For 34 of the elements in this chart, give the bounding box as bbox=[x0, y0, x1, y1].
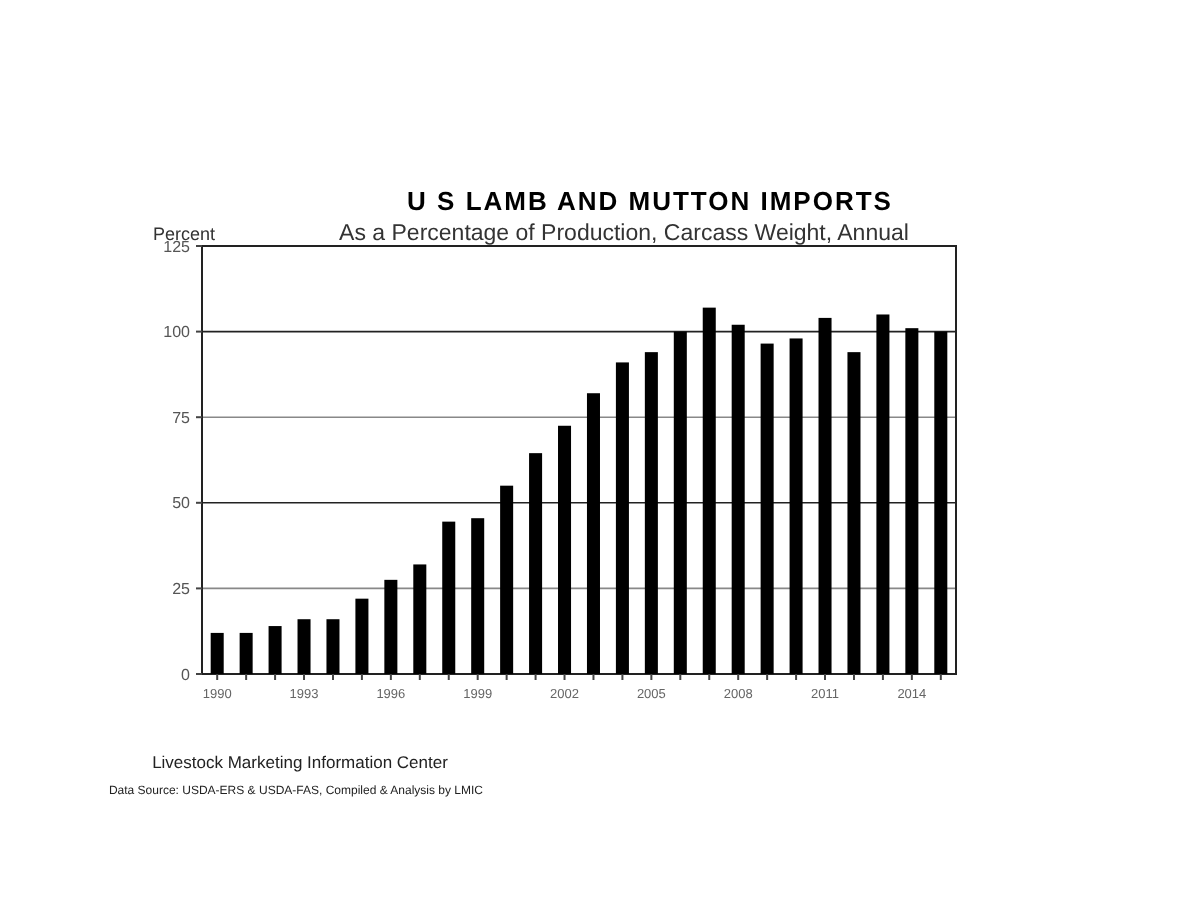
bar bbox=[239, 632, 253, 674]
bar bbox=[326, 619, 340, 674]
bar bbox=[818, 317, 832, 674]
chart-subtitle: As a Percentage of Production, Carcass Weight, Annual bbox=[339, 222, 909, 246]
y-tick-label: 25 bbox=[172, 580, 192, 598]
bar bbox=[760, 343, 774, 674]
bar bbox=[413, 564, 427, 674]
bar bbox=[268, 626, 282, 674]
bar bbox=[297, 619, 311, 674]
y-tick-label: 100 bbox=[163, 323, 192, 342]
bar bbox=[558, 425, 572, 674]
bar bbox=[442, 521, 456, 674]
bar bbox=[355, 598, 369, 674]
bar bbox=[529, 453, 543, 674]
bar bbox=[471, 518, 485, 674]
y-tick-label: 75 bbox=[172, 408, 192, 427]
y-tick-label: 0 bbox=[181, 665, 192, 684]
bar bbox=[586, 393, 600, 674]
bar bbox=[615, 362, 629, 674]
bar bbox=[673, 331, 687, 674]
bar bbox=[934, 331, 948, 674]
bar bbox=[384, 579, 398, 674]
bar bbox=[731, 324, 745, 674]
bar bbox=[789, 338, 803, 674]
y-tick-label: 50 bbox=[172, 494, 192, 513]
bar bbox=[500, 485, 514, 674]
chart-title: U S LAMB AND MUTTON IMPORTS bbox=[407, 186, 893, 216]
bar bbox=[876, 314, 890, 674]
bar bbox=[210, 632, 224, 674]
bar bbox=[847, 352, 861, 674]
bar bbox=[905, 328, 919, 674]
text: Livestock Marketing Information Center bbox=[152, 752, 449, 772]
bar bbox=[702, 307, 716, 674]
bar bbox=[644, 352, 658, 674]
